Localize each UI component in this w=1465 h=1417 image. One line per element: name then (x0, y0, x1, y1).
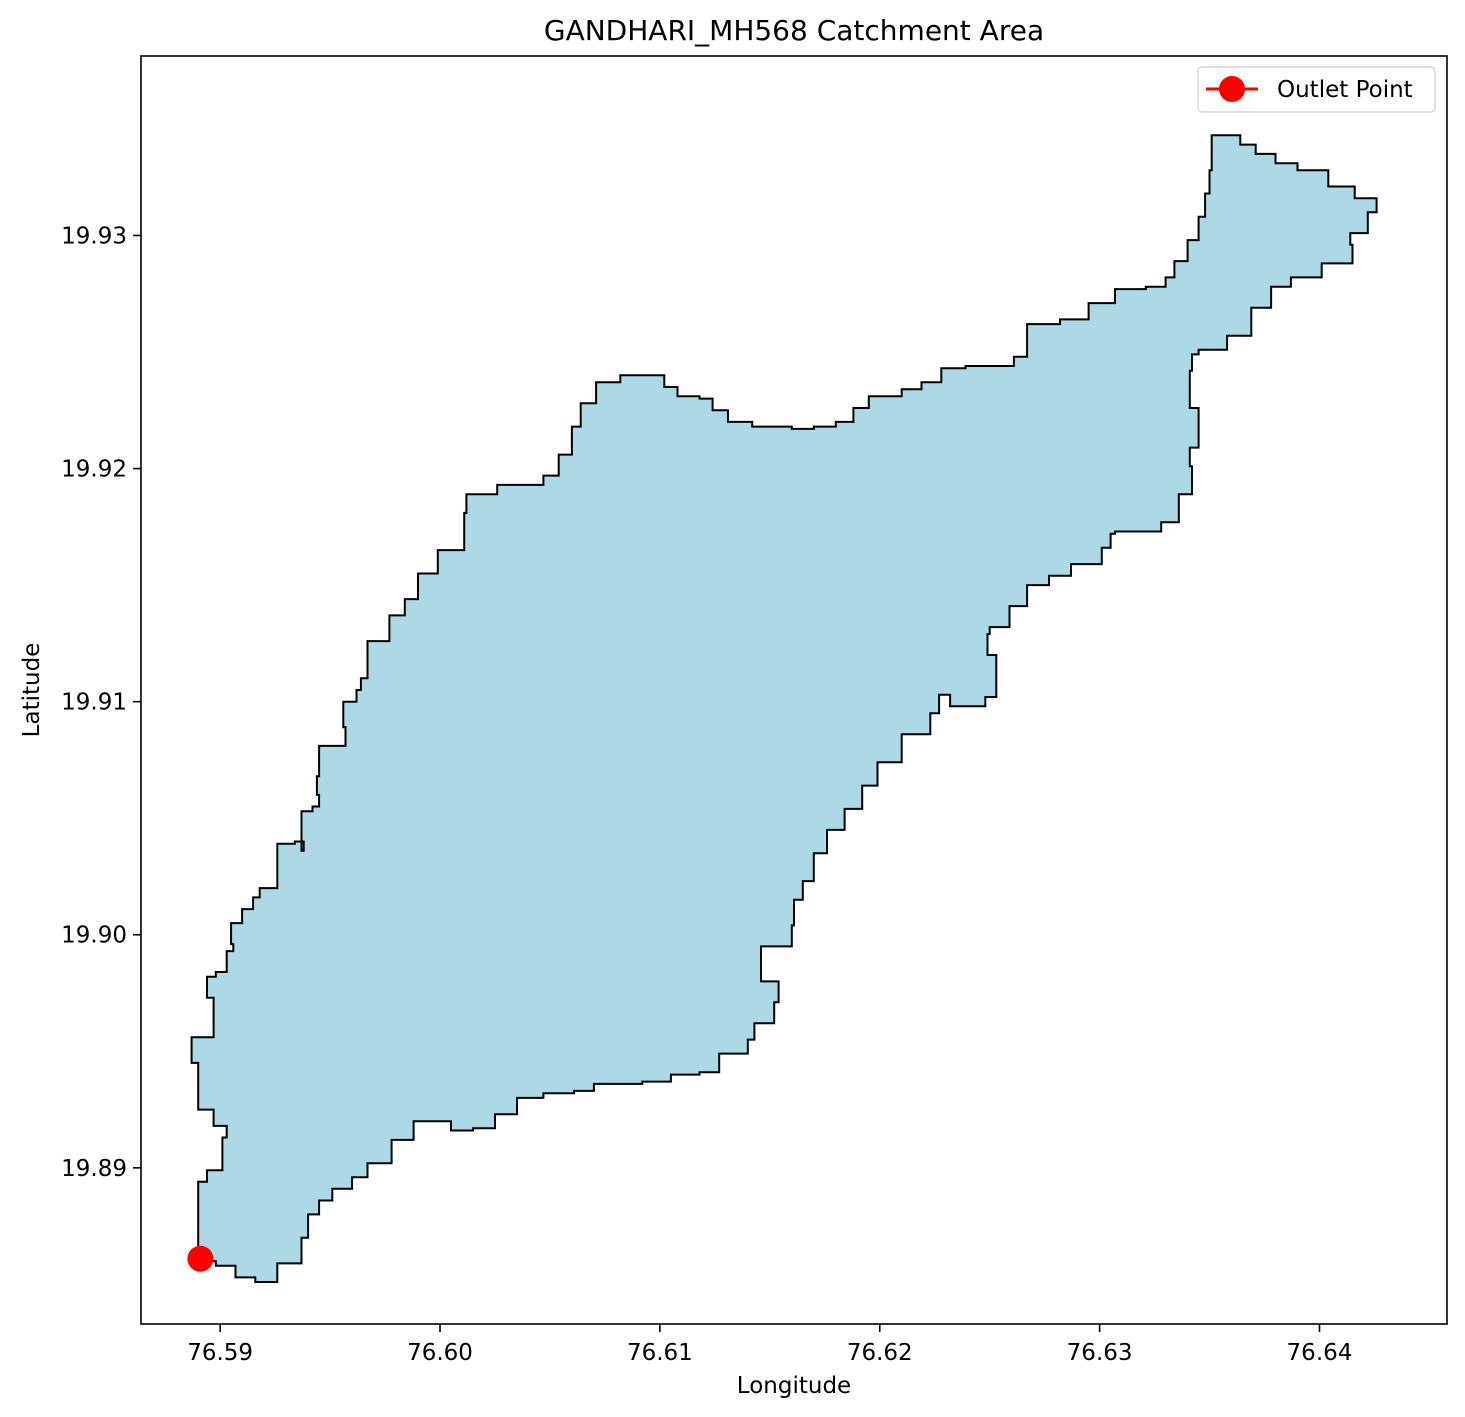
y-tick-label: 19.89 (61, 1156, 127, 1182)
legend: Outlet Point (1197, 66, 1436, 113)
plot-frame (140, 55, 1448, 1325)
x-tick-label: 76.61 (627, 1340, 693, 1366)
catchment-polygon (190, 134, 1378, 1283)
catchment-layer (190, 134, 1378, 1283)
x-tick-label: 76.62 (847, 1340, 913, 1366)
y-axis-label: Latitude (19, 643, 45, 738)
chart-title: GANDHARI_MH568 Catchment Area (544, 14, 1044, 47)
y-tick-label: 19.90 (61, 923, 127, 949)
x-tick-label: 76.60 (407, 1340, 473, 1366)
legend-outlet-label: Outlet Point (1277, 77, 1413, 103)
legend-box (1197, 66, 1436, 113)
y-tick-label: 19.91 (61, 690, 127, 716)
y-tick-label: 19.93 (61, 223, 127, 249)
outlet-point-marker (187, 1245, 214, 1272)
outlet-layer (187, 1245, 214, 1272)
legend-outlet-marker (1219, 76, 1245, 102)
x-tick-label: 76.64 (1287, 1340, 1353, 1366)
y-tick-label: 19.92 (61, 457, 127, 483)
x-axis-ticks: 76.59 76.60 76.61 76.62 76.63 76.64 (187, 1324, 1352, 1366)
x-tick-label: 76.63 (1067, 1340, 1133, 1366)
x-tick-label: 76.59 (187, 1340, 253, 1366)
x-axis-label: Longitude (737, 1373, 851, 1399)
y-axis-ticks: 19.89 19.90 19.91 19.92 19.93 (61, 223, 141, 1182)
